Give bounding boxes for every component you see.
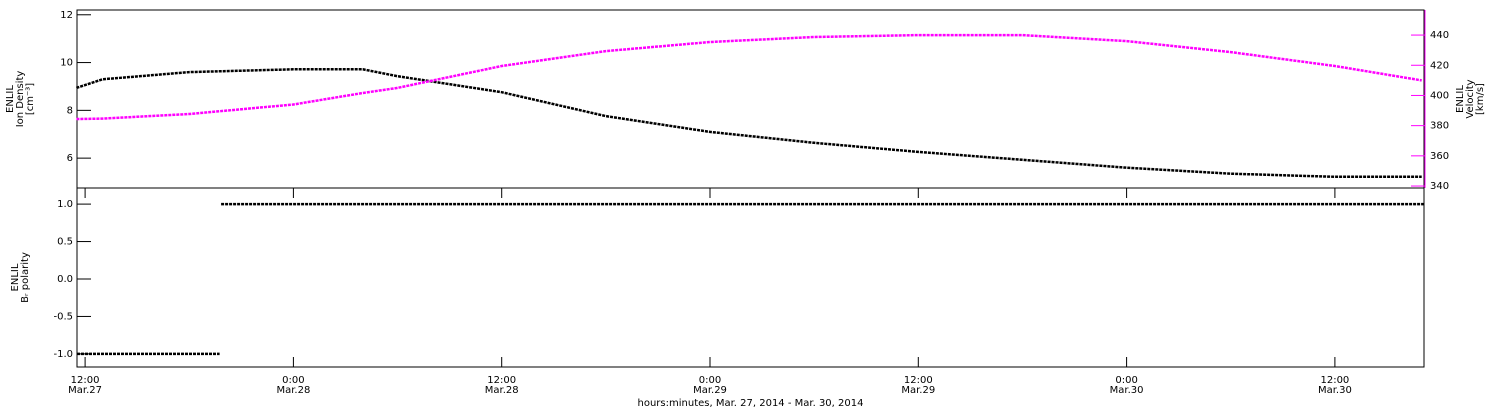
y2-tick-label: 420 [1430, 60, 1449, 71]
x-tick-label: 12:00 [71, 375, 100, 386]
y2-tick-label: 400 [1430, 90, 1449, 101]
y-tick-label: 12 [60, 10, 73, 21]
y-tick-label: 8 [67, 105, 73, 116]
y-tick-label: -1.0 [53, 349, 73, 360]
y-tick-label: 0.0 [57, 274, 73, 285]
y-tick-label: -0.5 [53, 311, 73, 322]
x-tick-label: Mar.29 [901, 385, 935, 396]
top-panel [76, 9, 1425, 189]
x-tick-label: 12:00 [1320, 375, 1349, 386]
y-tick-label: 1.0 [57, 199, 73, 210]
axis-label: Velocity [1465, 79, 1476, 118]
x-tick-label: Mar.29 [693, 385, 727, 396]
data-line [77, 202, 1424, 356]
axis-label: [cm⁻³] [25, 83, 36, 115]
x-tick-label: 12:00 [487, 375, 516, 386]
data-line [76, 68, 1422, 179]
x-tick-label: Mar.30 [1110, 385, 1144, 396]
y-tick-label: 10 [60, 58, 73, 69]
axis-label: [km/s] [1475, 83, 1486, 115]
axis-label: ENLIL [5, 85, 16, 113]
y2-tick-label: 440 [1430, 30, 1449, 41]
x-tick-label: 0:00 [699, 375, 721, 386]
axis-label: ENLIL [1455, 85, 1466, 113]
axis-label: Bᵣ polarity [20, 252, 31, 303]
x-tick-label: Mar.30 [1318, 385, 1352, 396]
axis-label: Ion Density [15, 71, 26, 128]
y-tick-label: 0.5 [57, 237, 73, 248]
y2-tick-label: 360 [1430, 151, 1449, 162]
x-tick-label: Mar.28 [485, 385, 519, 396]
x-tick-label: 12:00 [904, 375, 933, 386]
x-tick-label: 0:00 [282, 375, 304, 386]
bottom-panel [76, 187, 1425, 368]
y2-tick-label: 380 [1430, 121, 1449, 132]
y2-tick-label: 340 [1430, 181, 1449, 192]
x-tick-label: Mar.28 [276, 385, 310, 396]
x-tick-label: 0:00 [1115, 375, 1137, 386]
data-line [76, 33, 1422, 121]
y-tick-label: 6 [67, 153, 73, 164]
x-tick-label: Mar.27 [68, 385, 102, 396]
axis-label: ENLIL [10, 263, 21, 291]
x-axis-label: hours:minutes, Mar. 27, 2014 - Mar. 30, … [638, 398, 864, 409]
